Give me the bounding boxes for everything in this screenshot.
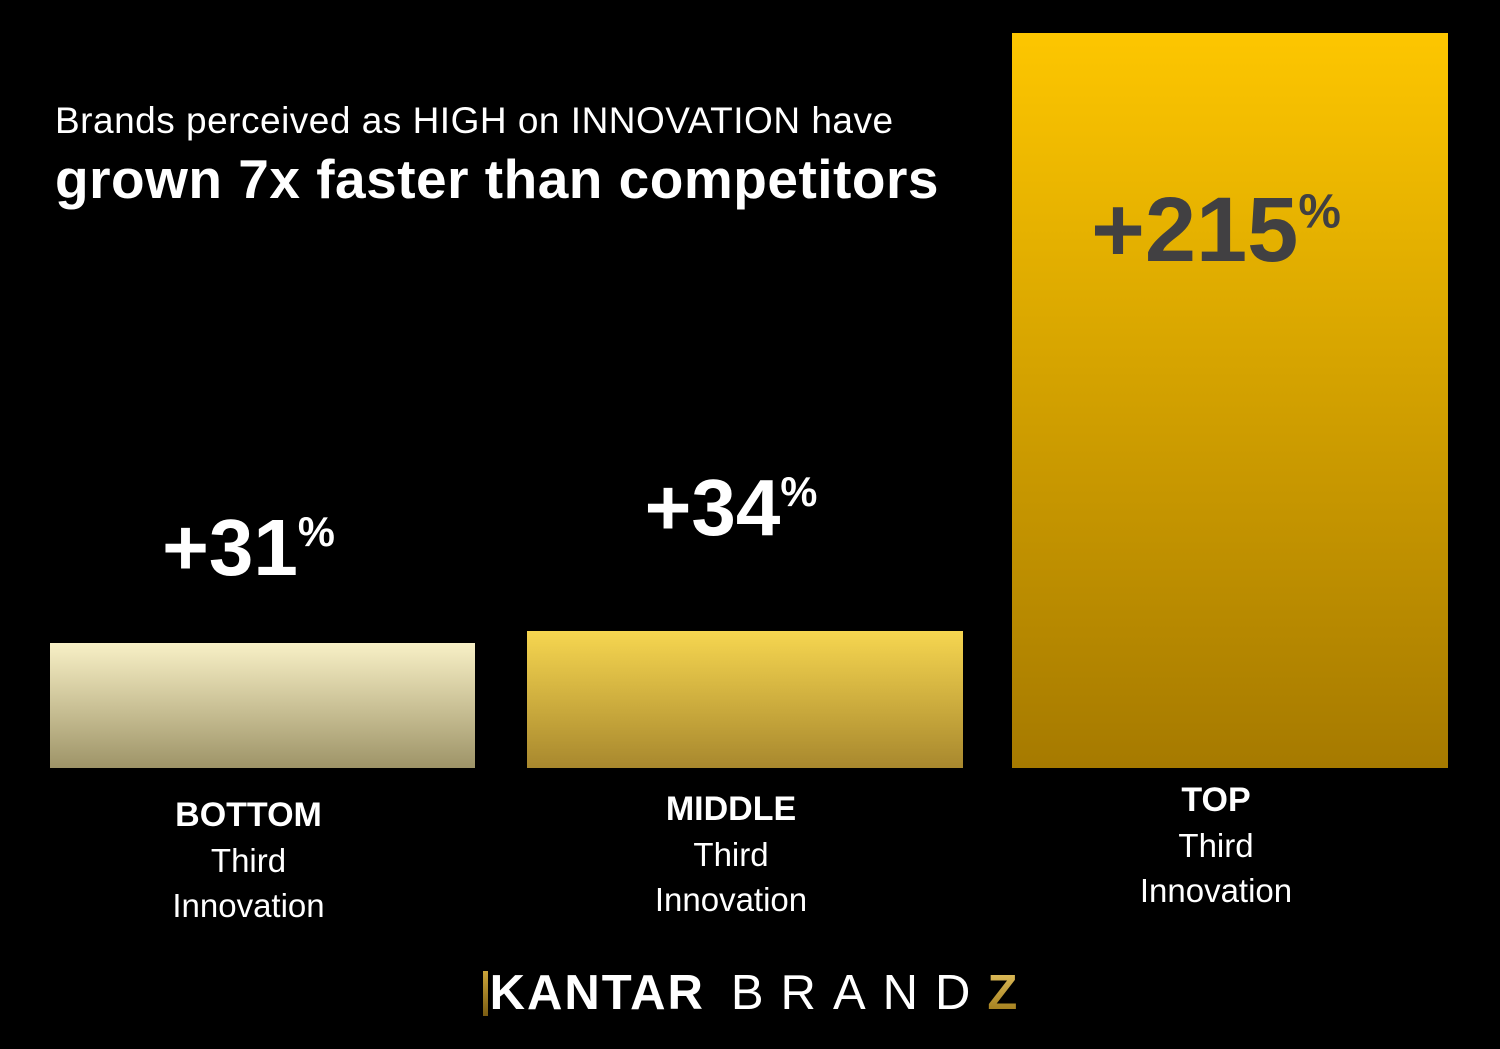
percent-sign: % (780, 467, 818, 515)
tier-label-top-third: TOP Third Innovation (998, 778, 1434, 913)
tier-sub-line1: Third (1178, 827, 1254, 864)
percent-sign: % (1298, 185, 1341, 239)
value-number: +34 (644, 463, 781, 552)
value-number: +31 (162, 503, 298, 592)
kantar-k-gold-bar-icon (482, 970, 488, 1016)
tier-sub-line1: Third (693, 836, 769, 873)
value-label-bottom-third: +31% (36, 508, 461, 588)
tier-name: TOP (1181, 781, 1251, 819)
percent-sign: % (297, 507, 335, 555)
chart-title-line1: Brands perceived as HIGH on INNOVATION h… (55, 100, 894, 141)
tier-name: BOTTOM (175, 796, 322, 834)
logo-brand-text: BRAND (730, 966, 988, 1020)
chart-title: Brands perceived as HIGH on INNOVATION h… (55, 98, 939, 212)
tier-label-bottom-third: BOTTOM Third Innovation (36, 793, 461, 928)
kantar-brandz-logo: KANTAR BRAND Z (0, 963, 1500, 1023)
bar-bottom-third (50, 643, 475, 768)
tier-sub-line2: Innovation (654, 881, 808, 918)
logo-z-gold-text: Z (987, 966, 1018, 1020)
value-label-top-third: +215% (998, 184, 1434, 276)
chart-title-line2: grown 7x faster than competitors (55, 148, 939, 211)
tier-sub-line2: Innovation (1139, 872, 1293, 909)
logo-kantar-text: KANTAR (489, 966, 705, 1020)
value-label-middle-third: +34% (513, 468, 949, 548)
value-number: +215 (1091, 179, 1299, 281)
tier-sub-line2: Innovation (172, 887, 325, 924)
bar-middle-third (527, 631, 963, 768)
bar-top-third (1012, 33, 1448, 768)
tier-name: MIDDLE (665, 790, 797, 828)
tier-sub-line1: Third (210, 842, 287, 879)
tier-label-middle-third: MIDDLE Third Innovation (513, 787, 949, 922)
